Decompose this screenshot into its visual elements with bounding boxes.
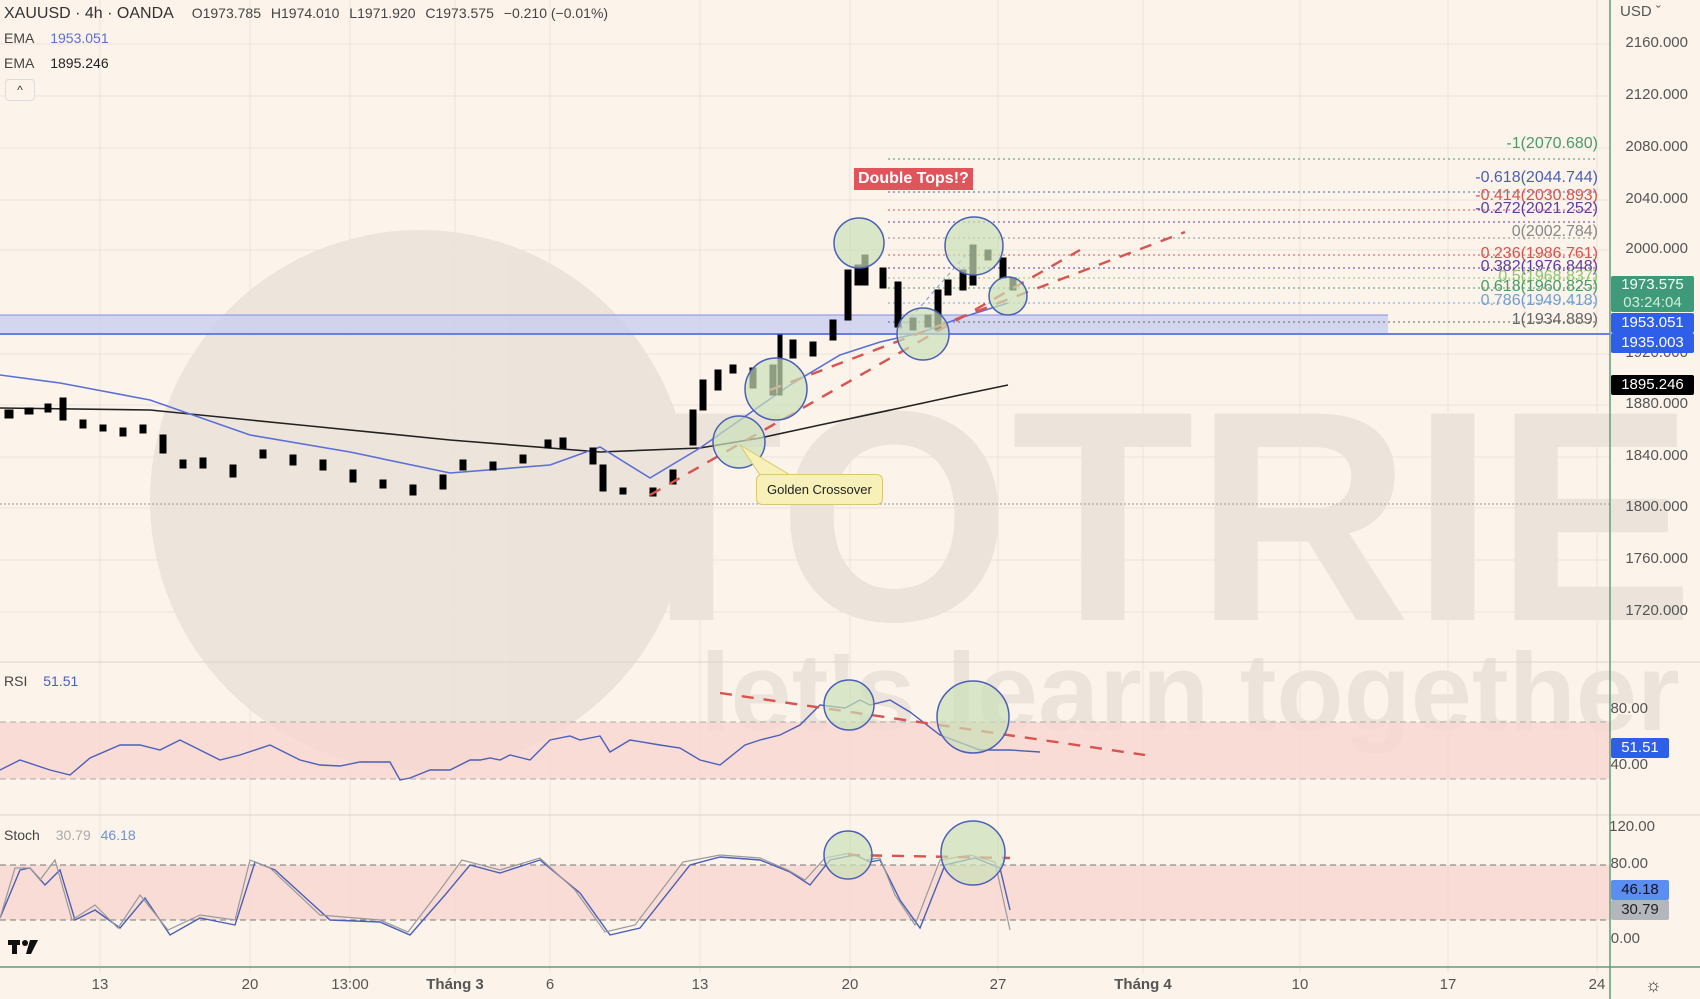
rsi-legend[interactable]: RSI 51.51 <box>4 673 84 689</box>
ohlc-low: L1971.920 <box>349 5 416 21</box>
fib-label: -0.272(2021.252) <box>1475 200 1598 217</box>
price-tick: 1880.000 <box>1625 395 1688 412</box>
ema-slow-value: 1895.246 <box>50 55 109 71</box>
stoch-d-line <box>0 854 1011 936</box>
price-tick: 1760.000 <box>1625 550 1688 567</box>
time-tick: 10 <box>1291 976 1309 993</box>
time-tick: Tháng 4 <box>1114 976 1172 993</box>
zone-tag: 1935.003 <box>1611 333 1694 353</box>
ema-fast-tag: 1953.051 <box>1611 313 1694 333</box>
ema-fast-value: 1953.051 <box>50 30 109 46</box>
collapse-legend-button[interactable]: ^ <box>5 79 35 101</box>
stoch-k-value: 30.79 <box>55 827 91 843</box>
last-price-tag: 1973.575 03:24:04 <box>1611 276 1694 312</box>
highlight-circles <box>712 216 1028 469</box>
symbol-title[interactable]: XAUUSD · 4h · OANDA <box>4 5 174 22</box>
price-tick: 2120.000 <box>1625 86 1688 103</box>
fib-label: 0.786(1949.418) <box>1480 292 1598 309</box>
rsi-value: 51.51 <box>43 673 79 689</box>
rsi-tick: 80.00 <box>1610 700 1648 717</box>
stoch-tick: 0.00 <box>1610 930 1640 947</box>
stoch-tick: 120.00 <box>1609 818 1655 835</box>
rsi-tick: 40.00 <box>1610 756 1648 773</box>
time-tick: Tháng 3 <box>426 976 484 993</box>
golden-crossover-callout[interactable]: Golden Crossover <box>756 474 883 505</box>
ema-fast-line <box>0 302 1009 479</box>
rsi-label: RSI <box>4 673 28 689</box>
price-tick: 2160.000 <box>1625 34 1688 51</box>
double-tops-label[interactable]: Double Tops!? <box>854 168 973 190</box>
ema-fast-legend[interactable]: EMA 1953.051 <box>4 30 115 46</box>
tradingview-logo <box>8 940 38 954</box>
time-tick: 24 <box>1588 976 1606 993</box>
ohlc-close: C1973.575 <box>425 5 494 21</box>
price-tick: 2000.000 <box>1625 240 1688 257</box>
last-price-value: 1973.575 <box>1621 276 1684 293</box>
time-tick: 20 <box>841 976 859 993</box>
time-tick: 13 <box>91 976 109 993</box>
price-tick: 1800.000 <box>1625 498 1688 515</box>
fib-label: -1(2070.680) <box>1506 135 1598 152</box>
stoch-k-tag: 30.79 <box>1611 900 1669 920</box>
fib-label: 0.382(1976.848) <box>1480 258 1598 275</box>
fib-label: 1(1934.889) <box>1511 311 1598 328</box>
fib-label: 0.618(1960.825) <box>1480 278 1598 295</box>
price-tick: 2080.000 <box>1625 138 1688 155</box>
ema-slow-tag: 1895.246 <box>1611 375 1694 395</box>
rsi-tag: 51.51 <box>1611 738 1669 758</box>
currency-selector[interactable]: USD ˇ <box>1620 3 1661 20</box>
rsi-line <box>0 699 1041 781</box>
ema-fast-label: EMA <box>4 30 35 46</box>
settings-gear-icon[interactable]: ☼ <box>1645 975 1662 995</box>
stoch-d-tag: 46.18 <box>1611 880 1669 900</box>
time-tick: 13 <box>691 976 709 993</box>
stoch-tick: 80.00 <box>1610 855 1648 872</box>
stoch-label: Stoch <box>4 827 40 843</box>
symbol-legend: XAUUSD · 4h · OANDA O1973.785 H1974.010 … <box>4 5 614 23</box>
time-tick: 6 <box>545 976 555 993</box>
price-tick: 2040.000 <box>1625 190 1688 207</box>
support-zone <box>0 315 1388 334</box>
stoch-legend[interactable]: Stoch 30.79 46.18 <box>4 827 142 843</box>
chevron-up-icon: ^ <box>17 83 23 97</box>
price-tick: 1720.000 <box>1625 602 1688 619</box>
ohlc-high: H1974.010 <box>270 5 340 21</box>
ohlc-open: O1973.785 <box>191 5 261 21</box>
price-tick: 1840.000 <box>1625 447 1688 464</box>
time-tick: 20 <box>241 976 259 993</box>
fib-label: 0(2002.784) <box>1511 223 1598 240</box>
fib-label: 0.236(1986.761) <box>1480 245 1598 262</box>
time-tick: 17 <box>1439 976 1457 993</box>
stoch-d-value: 46.18 <box>100 827 136 843</box>
ema-slow-legend[interactable]: EMA 1895.246 <box>4 55 115 71</box>
bar-countdown: 03:24:04 <box>1623 294 1682 311</box>
fib-label: -0.618(2044.744) <box>1475 169 1598 186</box>
fib-label: 0.5(1968.837) <box>1498 268 1598 285</box>
ema-slow-label: EMA <box>4 55 35 71</box>
time-tick: 27 <box>989 976 1007 993</box>
time-tick: 13:00 <box>331 976 369 993</box>
fib-label: -0.414(2030.893) <box>1475 187 1598 204</box>
ohlc-change: −0.210 (−0.01%) <box>503 5 609 21</box>
